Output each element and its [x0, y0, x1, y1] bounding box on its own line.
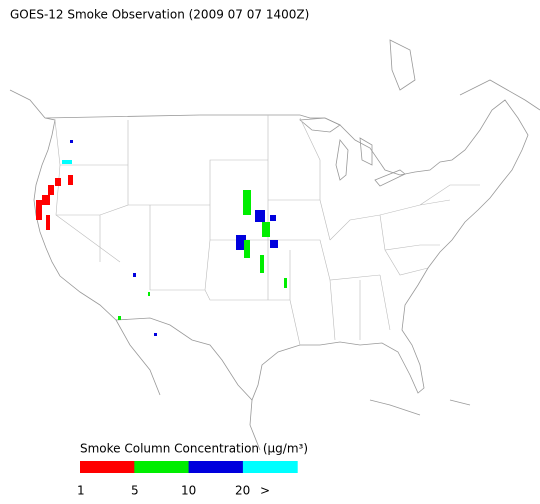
- colorbar-segment: [242, 461, 298, 473]
- lake-superior: [298, 117, 341, 133]
- basemap: [9, 39, 540, 451]
- smoke-pixels: [36, 140, 287, 336]
- state-lines: [54, 115, 480, 346]
- canada-coast: [9, 39, 540, 119]
- smoke-pixel: [236, 235, 246, 250]
- smoke-pixel: [62, 160, 72, 164]
- legend-title: Smoke Column Concentration (μg/m³): [80, 442, 308, 456]
- smoke-pixel: [42, 195, 50, 205]
- smoke-pixel: [255, 210, 265, 222]
- smoke-pixel: [262, 222, 270, 237]
- colorbar-label: >: [260, 484, 270, 498]
- mexico-coast: [115, 319, 471, 451]
- smoke-pixel: [260, 255, 264, 273]
- smoke-pixel: [270, 240, 278, 248]
- smoke-pixel: [270, 215, 276, 221]
- smoke-pixel: [68, 175, 73, 185]
- colorbar-label: 5: [131, 484, 139, 498]
- smoke-pixel: [70, 140, 73, 143]
- colorbar-segment: [80, 461, 135, 473]
- colorbar-label: 1: [77, 484, 85, 498]
- colorbar: 1 5 10 20 >: [77, 461, 298, 498]
- smoke-pixel: [284, 278, 287, 288]
- smoke-pixel: [46, 215, 50, 230]
- smoke-pixel: [55, 178, 61, 186]
- map-title: GOES-12 Smoke Observation (2009 07 07 14…: [10, 8, 309, 22]
- lake-michigan: [335, 139, 349, 181]
- us-outline: [33, 99, 529, 401]
- smoke-pixel: [118, 316, 121, 320]
- smoke-pixel: [48, 185, 54, 195]
- smoke-pixel: [36, 200, 42, 220]
- colorbar-label: 10: [181, 484, 196, 498]
- smoke-pixel: [243, 190, 251, 215]
- lake-huron: [359, 137, 373, 166]
- colorbar-segment: [188, 461, 244, 473]
- smoke-pixel: [154, 333, 157, 336]
- colorbar-segment: [134, 461, 190, 473]
- smoke-pixel: [148, 292, 150, 296]
- colorbar-label: 20: [235, 484, 250, 498]
- smoke-pixel: [244, 240, 250, 258]
- lake-erie: [374, 169, 406, 187]
- smoke-pixel: [133, 273, 136, 277]
